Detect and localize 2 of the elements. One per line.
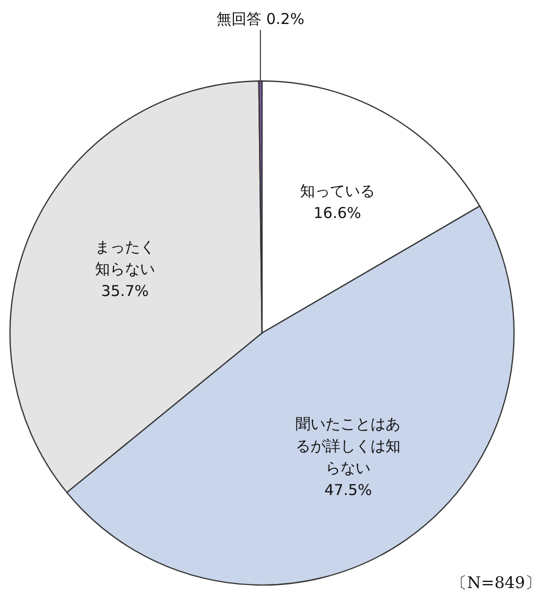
slice-label: 無回答 0.2%: [216, 10, 304, 28]
annotation: 〔N=849〕: [451, 573, 541, 592]
